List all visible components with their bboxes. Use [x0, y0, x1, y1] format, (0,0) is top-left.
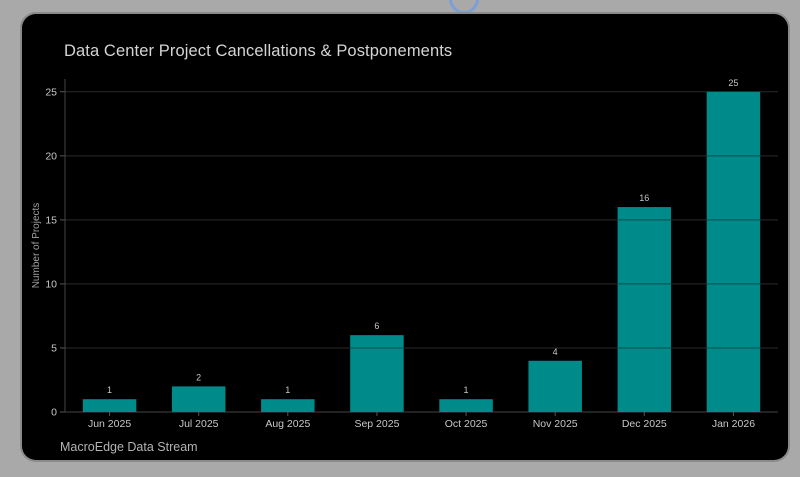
bar	[350, 335, 404, 412]
bar	[261, 399, 315, 412]
bar	[706, 91, 761, 413]
bar	[439, 399, 493, 412]
data-label: 1	[107, 385, 112, 395]
chart-card: Data Center Project Cancellations & Post…	[22, 14, 788, 460]
y-axis-label: Number of Projects	[31, 203, 42, 289]
x-tick-label: Oct 2025	[445, 418, 488, 430]
data-label: 25	[728, 78, 738, 88]
bar	[82, 399, 137, 412]
bar-chart: 0 5 10 15 20 25 Number of Projects 1 Jun 2025 2 Ju…	[31, 78, 778, 430]
bar	[171, 386, 226, 412]
x-tick-label: Sep 2025	[354, 418, 399, 430]
bar	[617, 207, 672, 412]
data-label: 4	[553, 347, 558, 357]
data-label: 1	[285, 385, 290, 395]
y-tick-label: 5	[51, 342, 57, 354]
data-label: 1	[464, 385, 469, 395]
y-tick-label: 20	[45, 150, 57, 162]
y-tick-label: 25	[45, 86, 57, 98]
y-tick-label: 0	[51, 407, 57, 419]
x-tick-label: Jan 2026	[712, 418, 755, 430]
data-label: 6	[374, 321, 379, 331]
x-tick-label: Nov 2025	[533, 418, 578, 430]
bar	[528, 360, 582, 412]
loading-spinner-icon	[449, 0, 479, 14]
x-tick-label: Jul 2025	[179, 418, 219, 430]
data-source-label: MacroEdge Data Stream	[60, 440, 198, 454]
x-tick-label: Aug 2025	[265, 418, 310, 430]
y-tick-label: 10	[45, 278, 57, 290]
chart-title: Data Center Project Cancellations & Post…	[64, 42, 453, 60]
data-label: 2	[196, 372, 201, 382]
data-label: 16	[639, 193, 649, 203]
x-tick-label: Jun 2025	[88, 418, 131, 430]
x-tick-label: Dec 2025	[622, 418, 667, 430]
y-tick-label: 15	[45, 214, 57, 226]
